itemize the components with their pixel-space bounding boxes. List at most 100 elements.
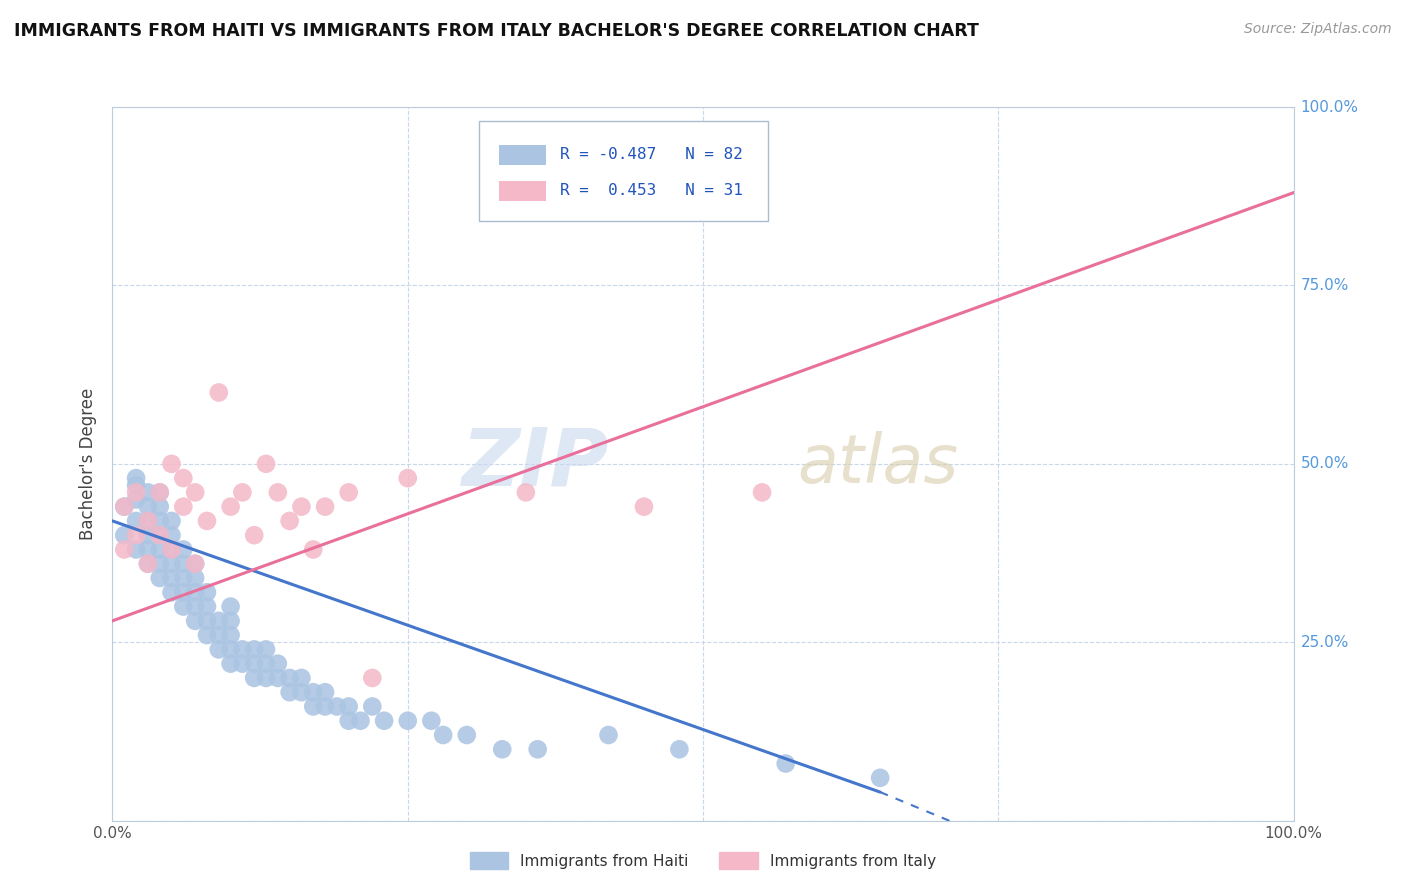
- Point: [361, 671, 384, 685]
- Point: [184, 571, 207, 585]
- Point: [254, 657, 277, 671]
- Point: [515, 485, 537, 500]
- Point: [184, 557, 207, 571]
- Point: [172, 542, 194, 557]
- Point: [149, 485, 172, 500]
- Point: [219, 657, 242, 671]
- Point: [160, 514, 183, 528]
- Point: [195, 585, 218, 599]
- Point: [136, 514, 159, 528]
- Point: [314, 685, 336, 699]
- Point: [219, 642, 242, 657]
- Point: [231, 485, 253, 500]
- Point: [420, 714, 443, 728]
- Point: [278, 685, 301, 699]
- Y-axis label: Bachelor's Degree: Bachelor's Degree: [79, 388, 97, 540]
- Point: [302, 699, 325, 714]
- Point: [112, 500, 135, 514]
- Point: [243, 642, 266, 657]
- Point: [598, 728, 620, 742]
- Point: [112, 542, 135, 557]
- Point: [172, 471, 194, 485]
- Point: [869, 771, 891, 785]
- Point: [290, 500, 312, 514]
- Point: [373, 714, 395, 728]
- Point: [267, 671, 290, 685]
- Point: [302, 542, 325, 557]
- Bar: [499, 180, 546, 201]
- Point: [456, 728, 478, 742]
- Point: [326, 699, 349, 714]
- Point: [149, 528, 172, 542]
- Point: [243, 657, 266, 671]
- Point: [160, 457, 183, 471]
- Point: [125, 485, 148, 500]
- Point: [149, 542, 172, 557]
- Point: [254, 671, 277, 685]
- Point: [184, 557, 207, 571]
- Point: [633, 500, 655, 514]
- Point: [184, 585, 207, 599]
- Point: [314, 699, 336, 714]
- Point: [219, 500, 242, 514]
- Point: [254, 642, 277, 657]
- Point: [125, 528, 148, 542]
- Point: [361, 699, 384, 714]
- Point: [195, 599, 218, 614]
- Point: [314, 500, 336, 514]
- Point: [751, 485, 773, 500]
- Text: Source: ZipAtlas.com: Source: ZipAtlas.com: [1244, 22, 1392, 37]
- Point: [396, 471, 419, 485]
- Point: [172, 599, 194, 614]
- Point: [136, 485, 159, 500]
- Point: [125, 542, 148, 557]
- Point: [160, 542, 183, 557]
- Point: [243, 528, 266, 542]
- Point: [337, 714, 360, 728]
- Point: [160, 571, 183, 585]
- Point: [775, 756, 797, 771]
- Point: [290, 671, 312, 685]
- Point: [172, 571, 194, 585]
- Text: ZIP: ZIP: [461, 425, 609, 503]
- Point: [432, 728, 454, 742]
- Point: [149, 485, 172, 500]
- Point: [396, 714, 419, 728]
- Point: [337, 699, 360, 714]
- Point: [491, 742, 513, 756]
- Point: [136, 557, 159, 571]
- Text: R = -0.487   N = 82: R = -0.487 N = 82: [560, 147, 742, 162]
- Point: [208, 628, 231, 642]
- Legend: Immigrants from Haiti, Immigrants from Italy: Immigrants from Haiti, Immigrants from I…: [464, 846, 942, 875]
- Point: [184, 614, 207, 628]
- Point: [125, 492, 148, 507]
- Point: [208, 614, 231, 628]
- Text: atlas: atlas: [797, 431, 959, 497]
- Text: 50.0%: 50.0%: [1301, 457, 1348, 471]
- Point: [208, 642, 231, 657]
- Point: [149, 528, 172, 542]
- Text: 25.0%: 25.0%: [1301, 635, 1348, 649]
- Point: [243, 671, 266, 685]
- Point: [136, 528, 159, 542]
- Point: [160, 585, 183, 599]
- Point: [254, 457, 277, 471]
- Point: [195, 614, 218, 628]
- Point: [112, 528, 135, 542]
- Point: [125, 478, 148, 492]
- Point: [219, 614, 242, 628]
- Point: [160, 557, 183, 571]
- Point: [172, 585, 194, 599]
- Point: [195, 514, 218, 528]
- Point: [231, 657, 253, 671]
- Point: [172, 557, 194, 571]
- Text: R =  0.453   N = 31: R = 0.453 N = 31: [560, 183, 742, 198]
- Point: [267, 485, 290, 500]
- Point: [136, 542, 159, 557]
- Point: [219, 599, 242, 614]
- Point: [278, 671, 301, 685]
- Point: [302, 685, 325, 699]
- Point: [278, 514, 301, 528]
- Point: [160, 542, 183, 557]
- Text: 75.0%: 75.0%: [1301, 278, 1348, 293]
